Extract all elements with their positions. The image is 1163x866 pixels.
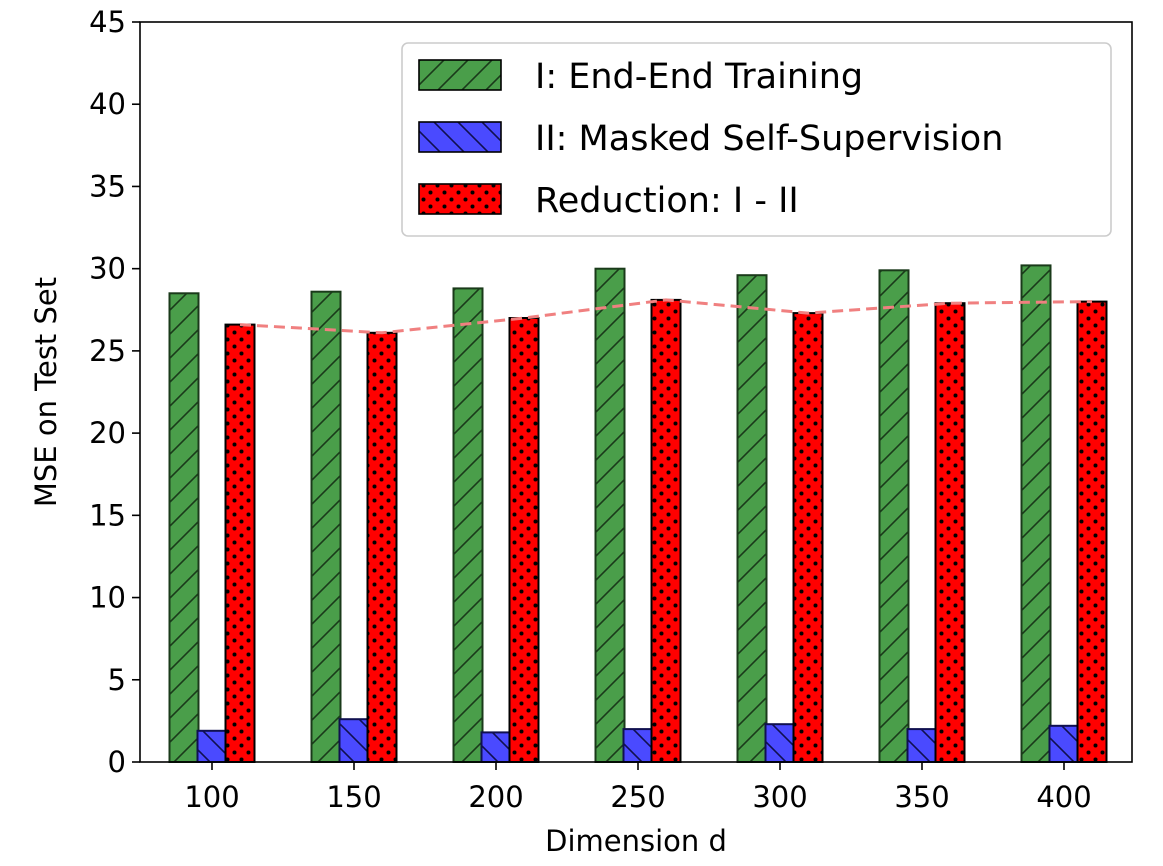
bar-masked-400 <box>1048 724 1080 763</box>
x-tick-label-150: 150 <box>326 780 381 814</box>
y-tick-label-5: 5 <box>108 663 126 697</box>
bar-end-end-300 <box>736 274 768 763</box>
y-tick-label-10: 10 <box>89 581 126 615</box>
bar-reduction-400 <box>1076 300 1108 763</box>
legend-box <box>401 42 1112 237</box>
x-axis: 100 150 200 250 300 350 400 <box>184 762 1092 814</box>
y-tick-label-25: 25 <box>89 334 126 368</box>
bar-masked-200 <box>480 731 512 764</box>
trend-line <box>239 298 1093 335</box>
bar-reduction-350 <box>934 302 966 763</box>
bar-end-end-400 <box>1020 264 1052 763</box>
x-axis-title: Dimension d <box>545 824 727 858</box>
bar-masked-100 <box>196 729 228 763</box>
y-tick-label-20: 20 <box>89 416 126 450</box>
legend-swatch-end-end <box>418 59 502 91</box>
legend-swatch-masked <box>418 121 502 153</box>
legend-label-masked: II: Masked Self-Supervision <box>535 119 1003 159</box>
bar-masked-300 <box>764 723 796 764</box>
bar-end-end-150 <box>310 290 342 763</box>
x-tick-label-250: 250 <box>610 780 665 814</box>
legend-label-reduction: Reduction: I - II <box>535 181 799 221</box>
x-tick-label-100: 100 <box>184 780 239 814</box>
bar-end-end-200 <box>452 287 484 763</box>
bar-reduction-200 <box>508 317 540 763</box>
y-axis-title: MSE on Test Set <box>29 277 63 507</box>
x-tick-label-400: 400 <box>1036 780 1091 814</box>
x-tick-label-200: 200 <box>468 780 523 814</box>
y-tick-label-30: 30 <box>89 252 126 286</box>
bar-reduction-250 <box>650 298 682 763</box>
x-tick-label-350: 350 <box>894 780 949 814</box>
bar-end-end-250 <box>594 267 626 763</box>
y-tick-label-35: 35 <box>89 169 126 203</box>
bar-reduction-100 <box>224 323 256 763</box>
bar-end-end-350 <box>878 269 910 763</box>
legend-swatch-reduction <box>418 183 502 215</box>
bar-end-end-100 <box>168 292 200 763</box>
legend: I: End-End Training II: Masked Self-Supe… <box>401 42 1112 237</box>
y-tick-label-45: 45 <box>89 5 126 39</box>
bar-masked-250 <box>622 728 654 763</box>
legend-label-end-end: I: End-End Training <box>535 57 863 97</box>
y-axis: 0 5 10 15 20 25 30 35 40 45 <box>89 5 140 779</box>
trend-line-group <box>239 298 1093 335</box>
bar-masked-350 <box>906 728 938 763</box>
bar-reduction-150 <box>366 331 398 763</box>
y-tick-label-40: 40 <box>89 87 126 121</box>
y-tick-label-0: 0 <box>108 745 126 779</box>
bar-reduction-300 <box>792 312 824 763</box>
y-tick-label-15: 15 <box>89 498 126 532</box>
x-tick-label-300: 300 <box>752 780 807 814</box>
plot-area-frame <box>139 21 1133 763</box>
bars-group <box>168 264 1108 764</box>
bar-masked-150 <box>338 718 370 764</box>
